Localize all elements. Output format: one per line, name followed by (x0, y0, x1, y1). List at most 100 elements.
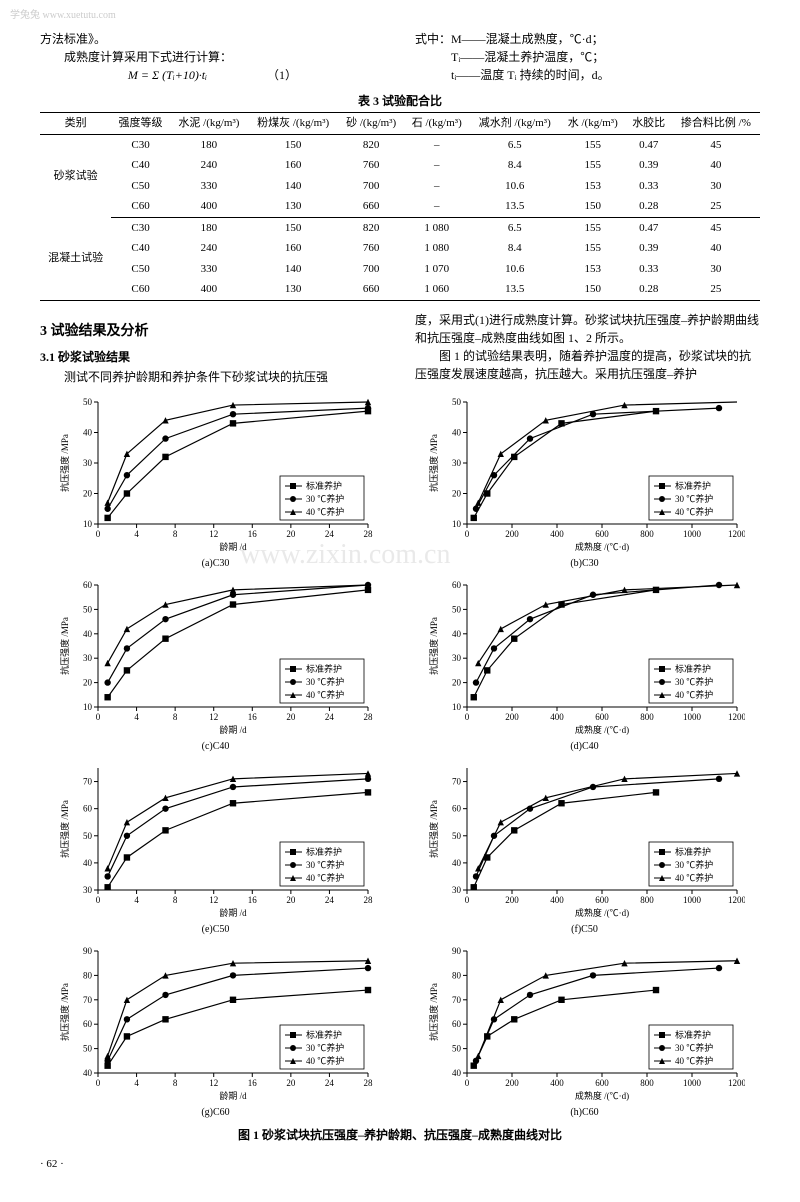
table-header: 粉煤灰 /(kg/m³) (248, 113, 338, 135)
svg-text:40: 40 (452, 628, 462, 638)
svg-text:16: 16 (247, 1078, 256, 1088)
mix-table: 类别强度等级水泥 /(kg/m³)粉煤灰 /(kg/m³)砂 /(kg/m³)石… (40, 112, 760, 301)
table-cell: 0.39 (626, 155, 672, 176)
svg-text:600: 600 (595, 529, 609, 539)
svg-text:12: 12 (209, 1078, 218, 1088)
svg-text:28: 28 (363, 895, 373, 905)
svg-text:40 ℃养护: 40 ℃养护 (675, 506, 713, 517)
svg-text:标准养护: 标准养护 (306, 663, 342, 674)
svg-text:20: 20 (452, 677, 462, 687)
table-cell: 0.28 (626, 279, 672, 300)
svg-text:1200: 1200 (728, 529, 745, 539)
svg-text:0: 0 (95, 529, 100, 539)
table-cell: 40 (672, 155, 760, 176)
table-header: 水 /(kg/m³) (560, 113, 626, 135)
svg-text:标准养护: 标准养护 (306, 480, 342, 491)
chart-c: 0481216202428102030405060抗压强度 /MPa龄期 /d标… (40, 577, 391, 754)
table-cell: 150 (560, 279, 626, 300)
svg-text:16: 16 (247, 712, 256, 722)
table-cell: 760 (338, 238, 404, 259)
svg-text:4: 4 (134, 895, 139, 905)
table-cell: 25 (672, 279, 760, 300)
table-cell: 0.47 (626, 134, 672, 155)
table-header: 砂 /(kg/m³) (338, 113, 404, 135)
svg-text:60: 60 (452, 1019, 462, 1029)
chart-caption: (h)C60 (570, 1105, 598, 1120)
svg-text:80: 80 (452, 970, 462, 980)
svg-text:10: 10 (452, 519, 462, 529)
svg-text:40: 40 (452, 427, 462, 437)
svg-text:30 ℃养护: 30 ℃养护 (306, 859, 344, 870)
svg-text:4: 4 (134, 712, 139, 722)
svg-text:12: 12 (209, 529, 218, 539)
svg-text:400: 400 (550, 1078, 564, 1088)
table-cell: 240 (170, 155, 248, 176)
page-number: · 62 · (40, 1156, 760, 1173)
svg-text:抗压强度 /MPa: 抗压强度 /MPa (59, 617, 70, 675)
table-cell: – (404, 176, 470, 197)
table-cell: 140 (248, 259, 338, 280)
svg-text:40 ℃养护: 40 ℃养护 (675, 872, 713, 883)
svg-text:800: 800 (640, 712, 654, 722)
svg-text:600: 600 (595, 1078, 609, 1088)
svg-text:24: 24 (324, 712, 334, 722)
svg-text:0: 0 (464, 1078, 469, 1088)
table-cell: 400 (170, 196, 248, 217)
table-cell: 8.4 (470, 155, 560, 176)
svg-text:40: 40 (452, 1068, 462, 1078)
svg-text:60: 60 (452, 580, 462, 590)
table-header: 水泥 /(kg/m³) (170, 113, 248, 135)
svg-text:0: 0 (464, 529, 469, 539)
svg-text:成熟度 /(℃·d): 成熟度 /(℃·d) (574, 724, 628, 735)
svg-text:50: 50 (452, 830, 462, 840)
svg-text:20: 20 (452, 488, 462, 498)
svg-text:抗压强度 /MPa: 抗压强度 /MPa (428, 617, 439, 675)
chart-h: 020040060080010001200405060708090抗压强度 /M… (409, 943, 760, 1120)
svg-text:20: 20 (286, 529, 296, 539)
table-cell: 0.47 (626, 217, 672, 238)
svg-text:抗压强度 /MPa: 抗压强度 /MPa (428, 434, 439, 492)
table-row: C50330140700–10.61530.3330 (40, 176, 760, 197)
formula: M = Σ (Tᵢ+10)·tᵢ (128, 66, 207, 84)
svg-text:4: 4 (134, 1078, 139, 1088)
svg-text:40: 40 (83, 857, 93, 867)
table-cell: 330 (170, 176, 248, 197)
svg-text:1000: 1000 (683, 529, 702, 539)
table-cell: – (404, 134, 470, 155)
svg-text:30 ℃养护: 30 ℃养护 (675, 493, 713, 504)
chart-g: 0481216202428405060708090抗压强度 /MPa龄期 /d标… (40, 943, 391, 1120)
svg-text:龄期 /d: 龄期 /d (219, 1090, 247, 1101)
svg-text:30: 30 (83, 458, 93, 468)
eq-number: （1） (267, 66, 297, 84)
table-cell: C60 (111, 196, 170, 217)
where-l1: 式中：M——混凝土成熟度，℃·d； (415, 30, 760, 48)
table-cell: 130 (248, 196, 338, 217)
table-cell: 700 (338, 176, 404, 197)
table-cell: 0.33 (626, 259, 672, 280)
svg-text:80: 80 (83, 970, 93, 980)
svg-text:0: 0 (464, 712, 469, 722)
table-cell: 6.5 (470, 217, 560, 238)
svg-text:成熟度 /(℃·d): 成熟度 /(℃·d) (574, 1090, 628, 1101)
where-l2: Tᵢ——混凝土养护温度，℃； (415, 48, 760, 66)
table-row: C40240160760–8.41550.3940 (40, 155, 760, 176)
table-cell: 1 080 (404, 238, 470, 259)
svg-text:90: 90 (452, 946, 462, 956)
svg-text:20: 20 (286, 895, 296, 905)
chart-caption: (a)C30 (202, 556, 230, 571)
svg-text:4: 4 (134, 529, 139, 539)
svg-text:12: 12 (209, 895, 218, 905)
para-left: 测试不同养护龄期和养护条件下砂浆试块的抗压强 (40, 368, 385, 386)
intro-block: 方法标准》。 成熟度计算采用下式进行计算： M = Σ (Tᵢ+10)·tᵢ （… (40, 30, 760, 84)
chart-caption: (f)C50 (571, 922, 598, 937)
svg-text:800: 800 (640, 895, 654, 905)
table-cell: 240 (170, 238, 248, 259)
table-header: 掺合料比例 /% (672, 113, 760, 135)
svg-text:30: 30 (452, 458, 462, 468)
svg-text:200: 200 (505, 1078, 519, 1088)
chart-e: 04812162024283040506070抗压强度 /MPa龄期 /d标准养… (40, 760, 391, 937)
svg-text:30: 30 (452, 653, 462, 663)
svg-text:28: 28 (363, 712, 373, 722)
svg-text:600: 600 (595, 712, 609, 722)
svg-text:30: 30 (83, 653, 93, 663)
